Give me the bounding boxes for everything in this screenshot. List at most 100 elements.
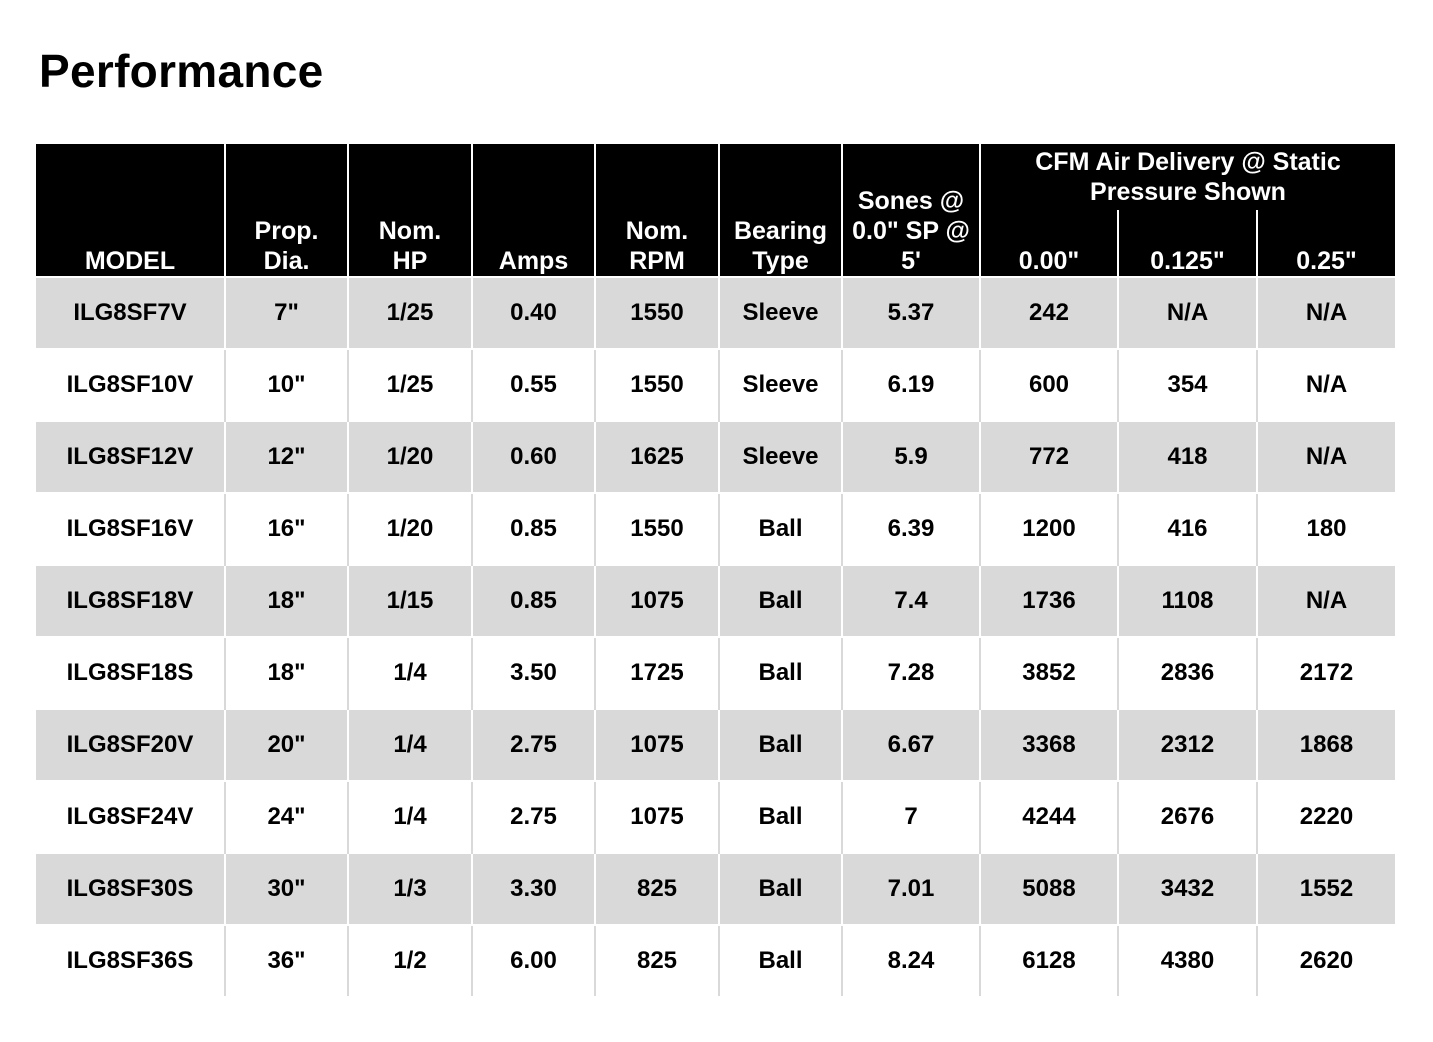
table-row: ILG8SF18S 18" 1/4 3.50 1725 Ball 7.28 3852 2836 2… <box>36 636 1395 709</box>
cell-sones: 7.28 <box>841 636 980 709</box>
cell-cfm0: 242 <box>979 276 1118 349</box>
cell-sones: 7.01 <box>841 852 980 925</box>
cell-hp: 1/2 <box>347 924 472 996</box>
cell-model: ILG8SF24V <box>36 780 225 853</box>
cell-amps: 2.75 <box>471 780 595 853</box>
cell-cfm0: 3368 <box>979 708 1118 781</box>
table-header: MODEL Prop. Dia. Nom. HP Amps Nom. RPM Bear… <box>36 144 1395 277</box>
cell-hp: 1/15 <box>347 564 472 637</box>
cell-prop: 24" <box>224 780 348 853</box>
cell-amps: 3.30 <box>471 852 595 925</box>
cell-model: ILG8SF18V <box>36 564 225 637</box>
cell-bearing: Ball <box>718 924 842 996</box>
cell-model: ILG8SF30S <box>36 852 225 925</box>
cell-prop: 10" <box>224 348 348 421</box>
cell-sones: 7.4 <box>841 564 980 637</box>
cell-cfm0125: 1108 <box>1117 564 1257 637</box>
cell-amps: 3.50 <box>471 636 595 709</box>
table-row: ILG8SF18V 18" 1/15 0.85 1075 Ball 7.4 1736 1108 N… <box>36 564 1395 637</box>
header-nom-hp: Nom. HP <box>347 144 472 277</box>
table-row: ILG8SF24V 24" 1/4 2.75 1075 Ball 7 4244 2676 2220 <box>36 780 1395 853</box>
cell-hp: 1/4 <box>347 780 472 853</box>
cell-cfm0125: 416 <box>1117 492 1257 565</box>
cell-cfm025: 1868 <box>1256 708 1395 781</box>
cell-cfm0: 3852 <box>979 636 1118 709</box>
cell-model: ILG8SF10V <box>36 348 225 421</box>
cell-sones: 6.19 <box>841 348 980 421</box>
cell-model: ILG8SF18S <box>36 636 225 709</box>
cell-amps: 0.55 <box>471 348 595 421</box>
cell-cfm0125: 2312 <box>1117 708 1257 781</box>
cell-sones: 7 <box>841 780 980 853</box>
cell-hp: 1/4 <box>347 708 472 781</box>
cell-cfm025: N/A <box>1256 348 1395 421</box>
performance-table: MODEL Prop. Dia. Nom. HP Amps Nom. RPM Bear… <box>36 144 1395 996</box>
cell-bearing: Ball <box>718 564 842 637</box>
cell-hp: 1/20 <box>347 420 472 493</box>
cell-model: ILG8SF36S <box>36 924 225 996</box>
cell-prop: 20" <box>224 708 348 781</box>
cell-model: ILG8SF12V <box>36 420 225 493</box>
cell-bearing: Ball <box>718 708 842 781</box>
cell-amps: 6.00 <box>471 924 595 996</box>
cell-cfm0125: 4380 <box>1117 924 1257 996</box>
cell-amps: 2.75 <box>471 708 595 781</box>
cell-cfm0125: 2836 <box>1117 636 1257 709</box>
cell-hp: 1/4 <box>347 636 472 709</box>
cell-cfm0125: N/A <box>1117 276 1257 349</box>
cell-cfm025: 2220 <box>1256 780 1395 853</box>
header-cfm-group: CFM Air Delivery @ Static Pressure Shown <box>979 144 1395 210</box>
cell-prop: 36" <box>224 924 348 996</box>
cell-rpm: 1725 <box>594 636 719 709</box>
cell-hp: 1/3 <box>347 852 472 925</box>
header-amps: Amps <box>471 144 595 277</box>
cell-sones: 5.9 <box>841 420 980 493</box>
cell-cfm0: 772 <box>979 420 1118 493</box>
table-row: ILG8SF20V 20" 1/4 2.75 1075 Ball 6.67 3368 2312 1… <box>36 708 1395 781</box>
cell-cfm025: 1552 <box>1256 852 1395 925</box>
cell-bearing: Ball <box>718 852 842 925</box>
cell-rpm: 1625 <box>594 420 719 493</box>
cell-prop: 30" <box>224 852 348 925</box>
cell-cfm0125: 354 <box>1117 348 1257 421</box>
cell-cfm0: 6128 <box>979 924 1118 996</box>
table-row: ILG8SF16V 16" 1/20 0.85 1550 Ball 6.39 1200 416 1… <box>36 492 1395 565</box>
cell-hp: 1/20 <box>347 492 472 565</box>
cell-sones: 6.67 <box>841 708 980 781</box>
cell-rpm: 1550 <box>594 348 719 421</box>
header-bearing-type: Bearing Type <box>718 144 842 277</box>
page-title: Performance <box>39 45 324 97</box>
header-nom-rpm: Nom. RPM <box>594 144 719 277</box>
cell-model: ILG8SF7V <box>36 276 225 349</box>
cell-hp: 1/25 <box>347 276 472 349</box>
cell-cfm0: 1736 <box>979 564 1118 637</box>
cell-prop: 12" <box>224 420 348 493</box>
cell-rpm: 1075 <box>594 780 719 853</box>
cell-model: ILG8SF16V <box>36 492 225 565</box>
header-sones: Sones @0.0" SP @5' <box>841 144 980 277</box>
cell-rpm: 1075 <box>594 564 719 637</box>
cell-cfm0125: 3432 <box>1117 852 1257 925</box>
cell-bearing: Sleeve <box>718 420 842 493</box>
cell-cfm0: 600 <box>979 348 1118 421</box>
cell-cfm025: 2172 <box>1256 636 1395 709</box>
cell-bearing: Sleeve <box>718 276 842 349</box>
cell-cfm0125: 2676 <box>1117 780 1257 853</box>
header-sp-025: 0.25" <box>1256 210 1395 277</box>
cell-cfm025: N/A <box>1256 564 1395 637</box>
table-row: ILG8SF12V 12" 1/20 0.60 1625 Sleeve 5.9 772 418 N… <box>36 420 1395 493</box>
cell-amps: 0.85 <box>471 492 595 565</box>
cell-bearing: Ball <box>718 780 842 853</box>
cell-bearing: Sleeve <box>718 348 842 421</box>
cell-amps: 0.40 <box>471 276 595 349</box>
cell-cfm025: N/A <box>1256 420 1395 493</box>
header-prop-dia: Prop. Dia. <box>224 144 348 277</box>
cell-sones: 8.24 <box>841 924 980 996</box>
cell-prop: 18" <box>224 564 348 637</box>
cell-cfm0125: 418 <box>1117 420 1257 493</box>
cell-rpm: 825 <box>594 924 719 996</box>
cell-prop: 18" <box>224 636 348 709</box>
table-row: ILG8SF10V 10" 1/25 0.55 1550 Sleeve 6.19 600 354… <box>36 348 1395 421</box>
cell-rpm: 825 <box>594 852 719 925</box>
cell-prop: 7" <box>224 276 348 349</box>
